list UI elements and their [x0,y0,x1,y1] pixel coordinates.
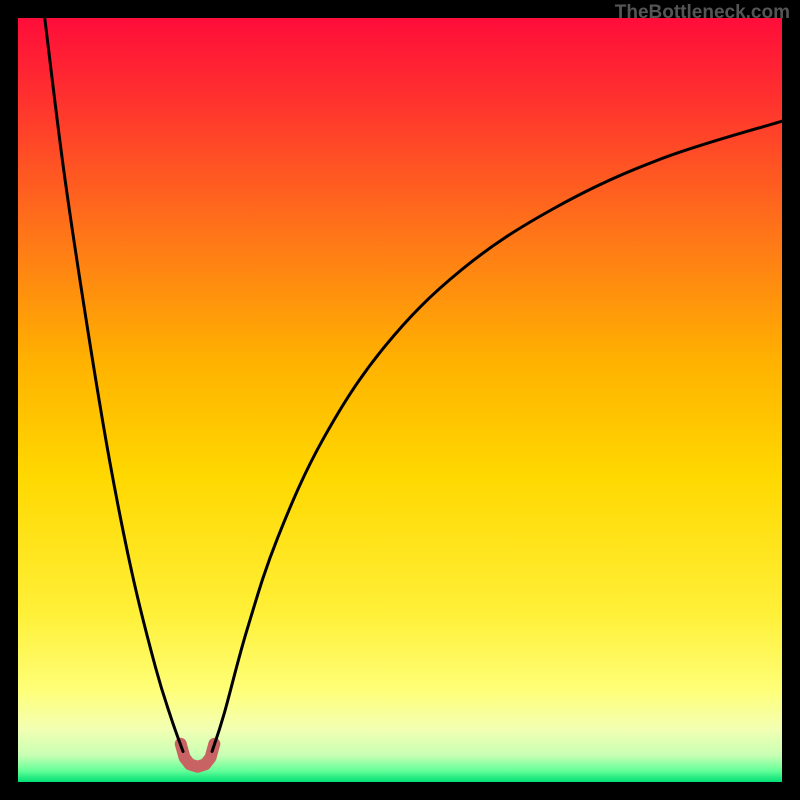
plot-area [18,18,782,782]
curve-left-branch [45,18,183,751]
watermark-text: TheBottleneck.com [615,2,790,24]
trough-marker [181,744,215,767]
chart-frame: TheBottleneck.com [0,0,800,800]
v-curve [45,18,782,751]
curve-layer [18,18,782,782]
curve-right-branch [212,121,782,751]
trough-path [181,744,215,767]
